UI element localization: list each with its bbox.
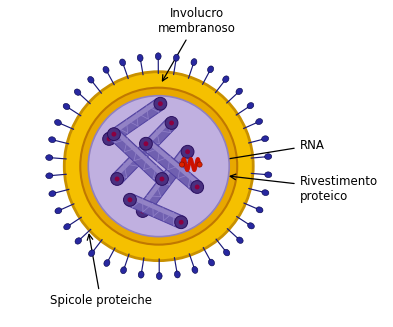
Circle shape [103,132,116,146]
Circle shape [175,216,187,229]
Polygon shape [130,195,184,221]
Ellipse shape [49,191,56,197]
Circle shape [140,137,152,150]
Circle shape [154,97,167,110]
Circle shape [185,149,190,154]
Circle shape [64,72,253,261]
Circle shape [181,146,194,158]
Ellipse shape [138,271,144,278]
Polygon shape [138,148,193,215]
Ellipse shape [88,250,95,256]
Ellipse shape [49,137,56,143]
Circle shape [140,209,145,214]
Ellipse shape [104,260,110,267]
Circle shape [123,193,136,206]
Polygon shape [138,148,187,211]
Circle shape [143,141,149,146]
Ellipse shape [119,59,125,66]
Text: Spicole proteiche: Spicole proteiche [50,234,152,307]
Ellipse shape [64,224,70,230]
Polygon shape [127,194,184,228]
Circle shape [160,177,164,181]
Text: Involucro
membranoso: Involucro membranoso [158,7,236,81]
Circle shape [169,120,174,125]
Ellipse shape [55,208,62,214]
Circle shape [127,198,132,202]
Ellipse shape [63,103,70,110]
Ellipse shape [155,53,161,60]
Ellipse shape [103,66,109,73]
Ellipse shape [265,172,272,178]
Polygon shape [105,98,164,144]
Polygon shape [113,119,171,178]
Ellipse shape [262,190,269,196]
Ellipse shape [156,272,162,280]
Ellipse shape [264,154,272,160]
Polygon shape [115,130,166,178]
Circle shape [115,177,119,181]
Polygon shape [106,99,160,138]
Text: Rivestimento
proteico: Rivestimento proteico [230,174,378,203]
Ellipse shape [256,119,263,125]
Ellipse shape [174,271,180,278]
Circle shape [111,173,123,185]
Circle shape [108,128,120,141]
Circle shape [156,173,168,185]
Circle shape [191,181,204,193]
Ellipse shape [46,155,53,161]
Ellipse shape [256,207,263,213]
Circle shape [197,162,202,167]
Ellipse shape [237,237,243,243]
Ellipse shape [121,267,127,274]
Ellipse shape [192,267,198,273]
Circle shape [107,136,112,141]
Ellipse shape [46,173,53,179]
Circle shape [112,132,116,137]
Circle shape [158,101,163,106]
Circle shape [165,116,178,129]
Circle shape [136,205,149,217]
Ellipse shape [224,249,230,256]
Ellipse shape [75,238,81,244]
Circle shape [180,162,185,167]
Circle shape [88,96,229,237]
Polygon shape [147,140,201,186]
Ellipse shape [208,66,214,73]
Circle shape [195,184,200,189]
Text: RNA: RNA [207,139,325,164]
Circle shape [179,220,184,225]
Ellipse shape [223,76,229,82]
Ellipse shape [55,119,61,126]
Ellipse shape [236,88,242,95]
Polygon shape [142,139,201,192]
Ellipse shape [137,54,143,61]
Ellipse shape [247,103,254,109]
Ellipse shape [208,259,215,266]
Circle shape [80,88,237,245]
Polygon shape [112,118,176,183]
Ellipse shape [74,89,81,95]
Ellipse shape [262,136,268,142]
Ellipse shape [173,54,179,61]
Ellipse shape [248,223,254,229]
Ellipse shape [88,77,94,83]
Polygon shape [110,129,166,184]
Ellipse shape [191,59,197,66]
